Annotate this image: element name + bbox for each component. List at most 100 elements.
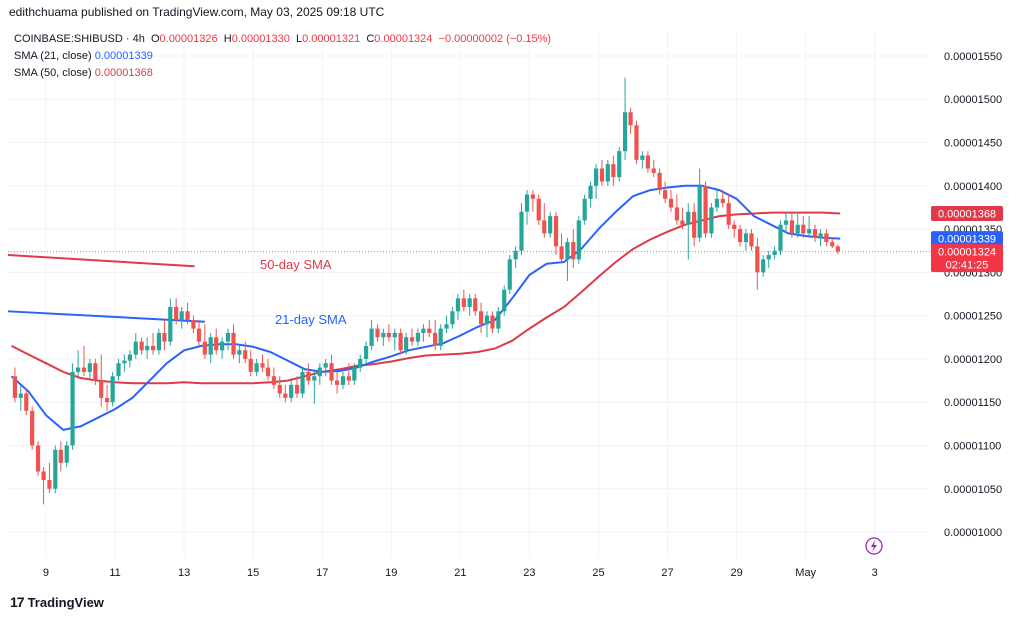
candle: [801, 216, 806, 238]
candle: [530, 190, 535, 212]
candle: [478, 302, 484, 333]
candle: [231, 324, 236, 359]
y-tick-label: 0.00001500: [944, 94, 1002, 106]
x-tick-label: 9: [43, 567, 49, 579]
candle: [536, 194, 541, 225]
candle-body: [536, 198, 541, 221]
candle-body: [450, 311, 455, 325]
lightning-icon[interactable]: [865, 537, 883, 555]
symbol-label[interactable]: COINBASE:SHIBUSD · 4h: [14, 33, 145, 45]
candle: [93, 358, 98, 385]
y-tick-label: 0.00001550: [944, 51, 1002, 63]
candle-body: [139, 341, 144, 351]
candle: [559, 233, 564, 264]
candle: [640, 151, 645, 169]
candle-body: [179, 311, 184, 320]
candle: [835, 244, 840, 255]
candle: [398, 328, 403, 355]
candle: [219, 337, 225, 359]
candle-body: [231, 332, 236, 355]
candle-body: [18, 393, 23, 398]
candle-body: [369, 328, 374, 346]
tradingview-brand: TradingView: [27, 594, 104, 610]
candle: [392, 328, 397, 351]
candle-body: [622, 112, 628, 152]
tradingview-footer[interactable]: 17 TradingView: [10, 594, 104, 610]
candle-body: [663, 190, 668, 199]
candle: [490, 311, 495, 333]
candle-body: [415, 332, 420, 342]
candle-body: [375, 328, 380, 338]
candle-body: [812, 229, 818, 238]
candle-body: [110, 376, 115, 403]
candle: [386, 324, 391, 342]
open-value: 0.00001326: [159, 33, 218, 45]
candle-body: [542, 220, 547, 234]
chart-legend: COINBASE:SHIBUSD · 4h O0.00001326 H0.000…: [14, 31, 551, 82]
candle: [47, 462, 52, 494]
candle: [588, 181, 593, 208]
candle-body: [58, 449, 63, 463]
candle-body: [588, 185, 593, 199]
candle-body: [202, 341, 207, 355]
candle-body: [455, 298, 461, 312]
sma21-legend-row[interactable]: SMA (21, close) 0.00001339: [14, 48, 551, 65]
candle: [507, 255, 512, 294]
candle: [663, 181, 668, 204]
x-tick-label: 23: [523, 567, 535, 579]
candle: [692, 203, 697, 247]
sma50-legend-row[interactable]: SMA (50, close) 0.00001368: [14, 65, 551, 82]
ohlc-row: COINBASE:SHIBUSD · 4h O0.00001326 H0.000…: [14, 31, 551, 48]
candle-body: [461, 298, 466, 307]
candle: [720, 190, 725, 208]
candle-body: [824, 233, 829, 243]
candle-body: [835, 246, 840, 252]
candle: [783, 211, 789, 234]
candle: [789, 211, 794, 238]
sma21-line: [10, 184, 841, 431]
sma21-price-tag-text: 0.00001339: [938, 234, 996, 246]
candle-body: [340, 376, 346, 385]
sma21-legend-label: SMA (21, close): [14, 50, 92, 62]
close-label: C: [366, 33, 375, 45]
sma50-price-tag-bg: [931, 206, 1003, 222]
candle: [64, 441, 69, 468]
candle: [444, 315, 449, 333]
x-tick-label: 17: [316, 567, 328, 579]
candle-body: [674, 207, 679, 221]
candle: [53, 445, 58, 494]
candle-body: [254, 363, 259, 372]
candle: [358, 354, 363, 372]
sma21-annotation-label: 21-day SMA: [275, 312, 347, 327]
candle: [105, 384, 110, 411]
candle: [548, 211, 553, 238]
candle-body: [565, 242, 570, 260]
candle-body: [530, 194, 535, 199]
candle-body: [358, 358, 363, 368]
candle: [317, 363, 322, 385]
candle: [70, 363, 75, 450]
candle-body: [818, 233, 823, 238]
sma-layer: [10, 184, 841, 431]
y-tick-label: 0.00001050: [944, 484, 1002, 496]
candle-body: [668, 198, 674, 208]
candle-body: [692, 211, 697, 238]
candle-body: [30, 410, 35, 446]
y-tick-label: 0.00001000: [944, 527, 1002, 539]
candle-body: [75, 367, 81, 372]
candle-body: [628, 112, 633, 126]
candle-body: [680, 220, 685, 225]
candle: [300, 367, 305, 398]
candle: [761, 255, 766, 277]
candle: [81, 345, 87, 377]
candle-body: [783, 220, 789, 225]
candle-body: [294, 384, 300, 394]
x-tick-label: May: [795, 567, 816, 579]
candle-body: [381, 332, 386, 338]
candle-body: [714, 198, 720, 208]
candle: [496, 306, 501, 333]
publisher-line: edithchuama published on TradingView.com…: [9, 5, 385, 19]
candle: [214, 328, 219, 355]
candle-body: [697, 185, 702, 238]
